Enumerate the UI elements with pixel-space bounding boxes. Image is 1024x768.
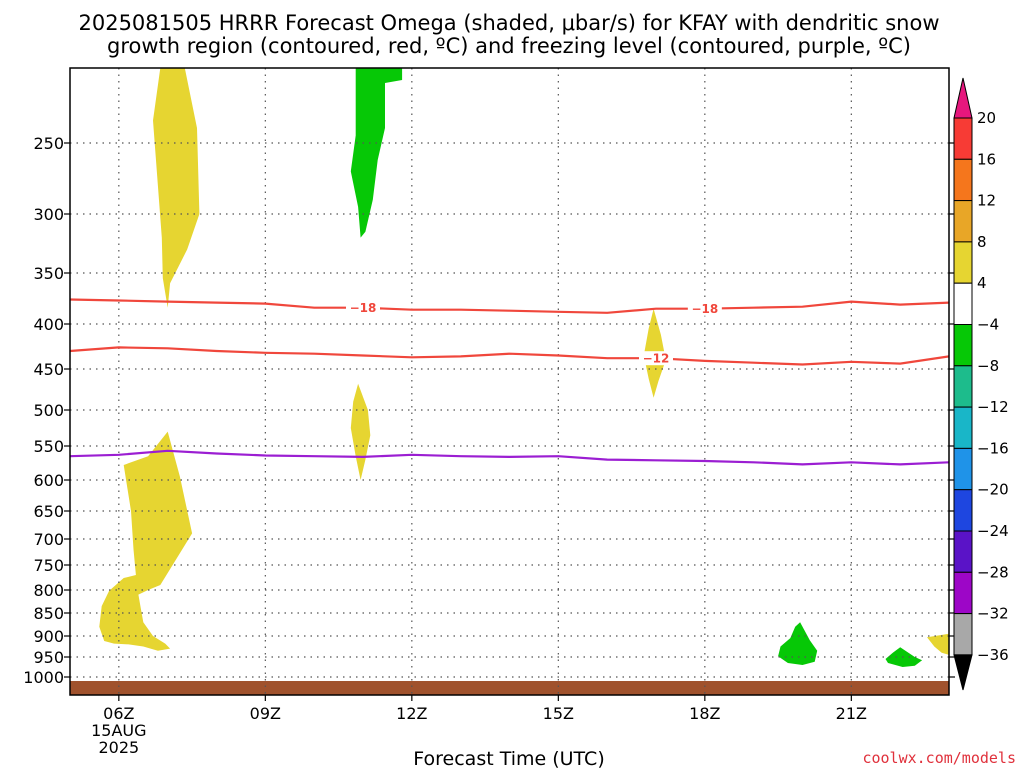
omega-region-7 xyxy=(885,647,923,667)
x-tick-year: 2025 xyxy=(98,738,139,757)
colorbar-segment-13 xyxy=(953,613,973,656)
y-tick-label-1000: 1000 xyxy=(23,668,64,687)
colorbar-label-10: −20 xyxy=(977,481,1009,499)
colorbar-label-14: −36 xyxy=(977,646,1009,664)
contour-label--18: −18 xyxy=(350,301,377,315)
contour-label-bg xyxy=(687,301,722,316)
contour--12 xyxy=(69,346,950,366)
colorbar-label-6: −4 xyxy=(977,316,999,334)
omega-region-1 xyxy=(153,68,200,308)
y-tick-label-250: 250 xyxy=(33,134,64,153)
terrain-strip xyxy=(70,681,949,695)
x-tick-label-06Z: 06Z xyxy=(103,704,134,723)
x-tick-label-09Z: 09Z xyxy=(250,704,281,723)
colorbar-segment-3 xyxy=(953,200,973,243)
colorbar-label-2: 16 xyxy=(977,150,996,168)
omega-shaded-regions xyxy=(99,68,949,667)
credit-text: coolwx.com/models xyxy=(862,749,1016,767)
colorbar: 20 16 12 8 4 −4 −8 −12 −16 −20 −24 −28 −32 −36 xyxy=(953,77,1009,691)
y-tick-label-450: 450 xyxy=(33,360,64,379)
colorbar-segment-1 xyxy=(953,117,973,160)
contour-label--18: −18 xyxy=(691,302,718,316)
colorbar-label-7: −8 xyxy=(977,357,999,375)
y-tick-label-500: 500 xyxy=(33,401,64,420)
omega-region-2 xyxy=(99,431,193,651)
x-tick-date: 15AUG xyxy=(91,721,146,740)
contour-freezing xyxy=(69,449,950,466)
omega-region-3 xyxy=(350,68,403,238)
chart-title-line-1: 2025081505 HRRR Forecast Omega (shaded, … xyxy=(78,11,939,35)
colorbar-top-arrow xyxy=(953,77,973,119)
y-axis-pressure: 250 300 350 400 450 500 550 600 650 700 750 800 850 9… xyxy=(23,134,955,687)
omega-region-6 xyxy=(778,622,818,665)
y-tick-label-750: 750 xyxy=(33,556,64,575)
x-tick-label-18Z: 18Z xyxy=(689,704,720,723)
y-tick-label-900: 900 xyxy=(33,627,64,646)
x-tick-label-15Z: 15Z xyxy=(543,704,574,723)
contour--18 xyxy=(69,298,950,314)
contour-label-bg xyxy=(639,351,673,366)
y-tick-label-300: 300 xyxy=(33,205,64,224)
colorbar-segment-2 xyxy=(953,158,973,202)
y-tick-label-850: 850 xyxy=(33,604,64,623)
grid-lines xyxy=(70,68,949,695)
contour-label-bg xyxy=(346,300,380,315)
colorbar-segment-6 xyxy=(953,324,973,367)
colorbar-label-11: −24 xyxy=(977,522,1009,540)
terrain-bar xyxy=(70,681,949,695)
omega-region-8 xyxy=(927,633,949,655)
y-tick-label-700: 700 xyxy=(33,530,64,549)
y-tick-label-550: 550 xyxy=(33,437,64,456)
y-tick-label-800: 800 xyxy=(33,581,64,600)
x-tick-label-12Z: 12Z xyxy=(396,704,427,723)
chart-title-line-2: growth region (contoured, red, ºC) and f… xyxy=(107,34,911,58)
colorbar-label-13: −32 xyxy=(977,605,1009,623)
colorbar-label-8: −12 xyxy=(977,398,1009,416)
y-tick-label-350: 350 xyxy=(33,264,64,283)
y-tick-label-650: 650 xyxy=(33,502,64,521)
colorbar-label-1: 20 xyxy=(977,109,996,127)
colorbar-segment-12 xyxy=(953,571,973,615)
colorbar-segment-5 xyxy=(953,282,973,326)
contour-label--12: −12 xyxy=(643,352,670,366)
colorbar-label-3: 12 xyxy=(977,192,996,210)
x-axis-label: Forecast Time (UTC) xyxy=(413,748,604,768)
colorbar-segment-7 xyxy=(953,365,973,408)
colorbar-segment-10 xyxy=(953,489,973,532)
y-tick-label-950: 950 xyxy=(33,648,64,667)
colorbar-segment-8 xyxy=(953,406,973,449)
colorbar-segment-9 xyxy=(953,447,973,491)
x-tick-label-21Z: 21Z xyxy=(836,704,867,723)
colorbar-label-4: 8 xyxy=(977,233,987,251)
contour-lines: −18 −18 −12 xyxy=(69,298,950,466)
colorbar-label-5: 4 xyxy=(977,274,987,292)
colorbar-label-12: −28 xyxy=(977,563,1009,581)
y-tick-label-400: 400 xyxy=(33,315,64,334)
omega-region-4 xyxy=(350,383,371,480)
colorbar-segment-4 xyxy=(953,241,973,284)
y-tick-label-600: 600 xyxy=(33,471,64,490)
colorbar-bottom-arrow xyxy=(953,654,973,691)
plot-frame xyxy=(69,67,950,696)
colorbar-segment-11 xyxy=(953,530,973,573)
colorbar-label-9: −16 xyxy=(977,439,1009,457)
